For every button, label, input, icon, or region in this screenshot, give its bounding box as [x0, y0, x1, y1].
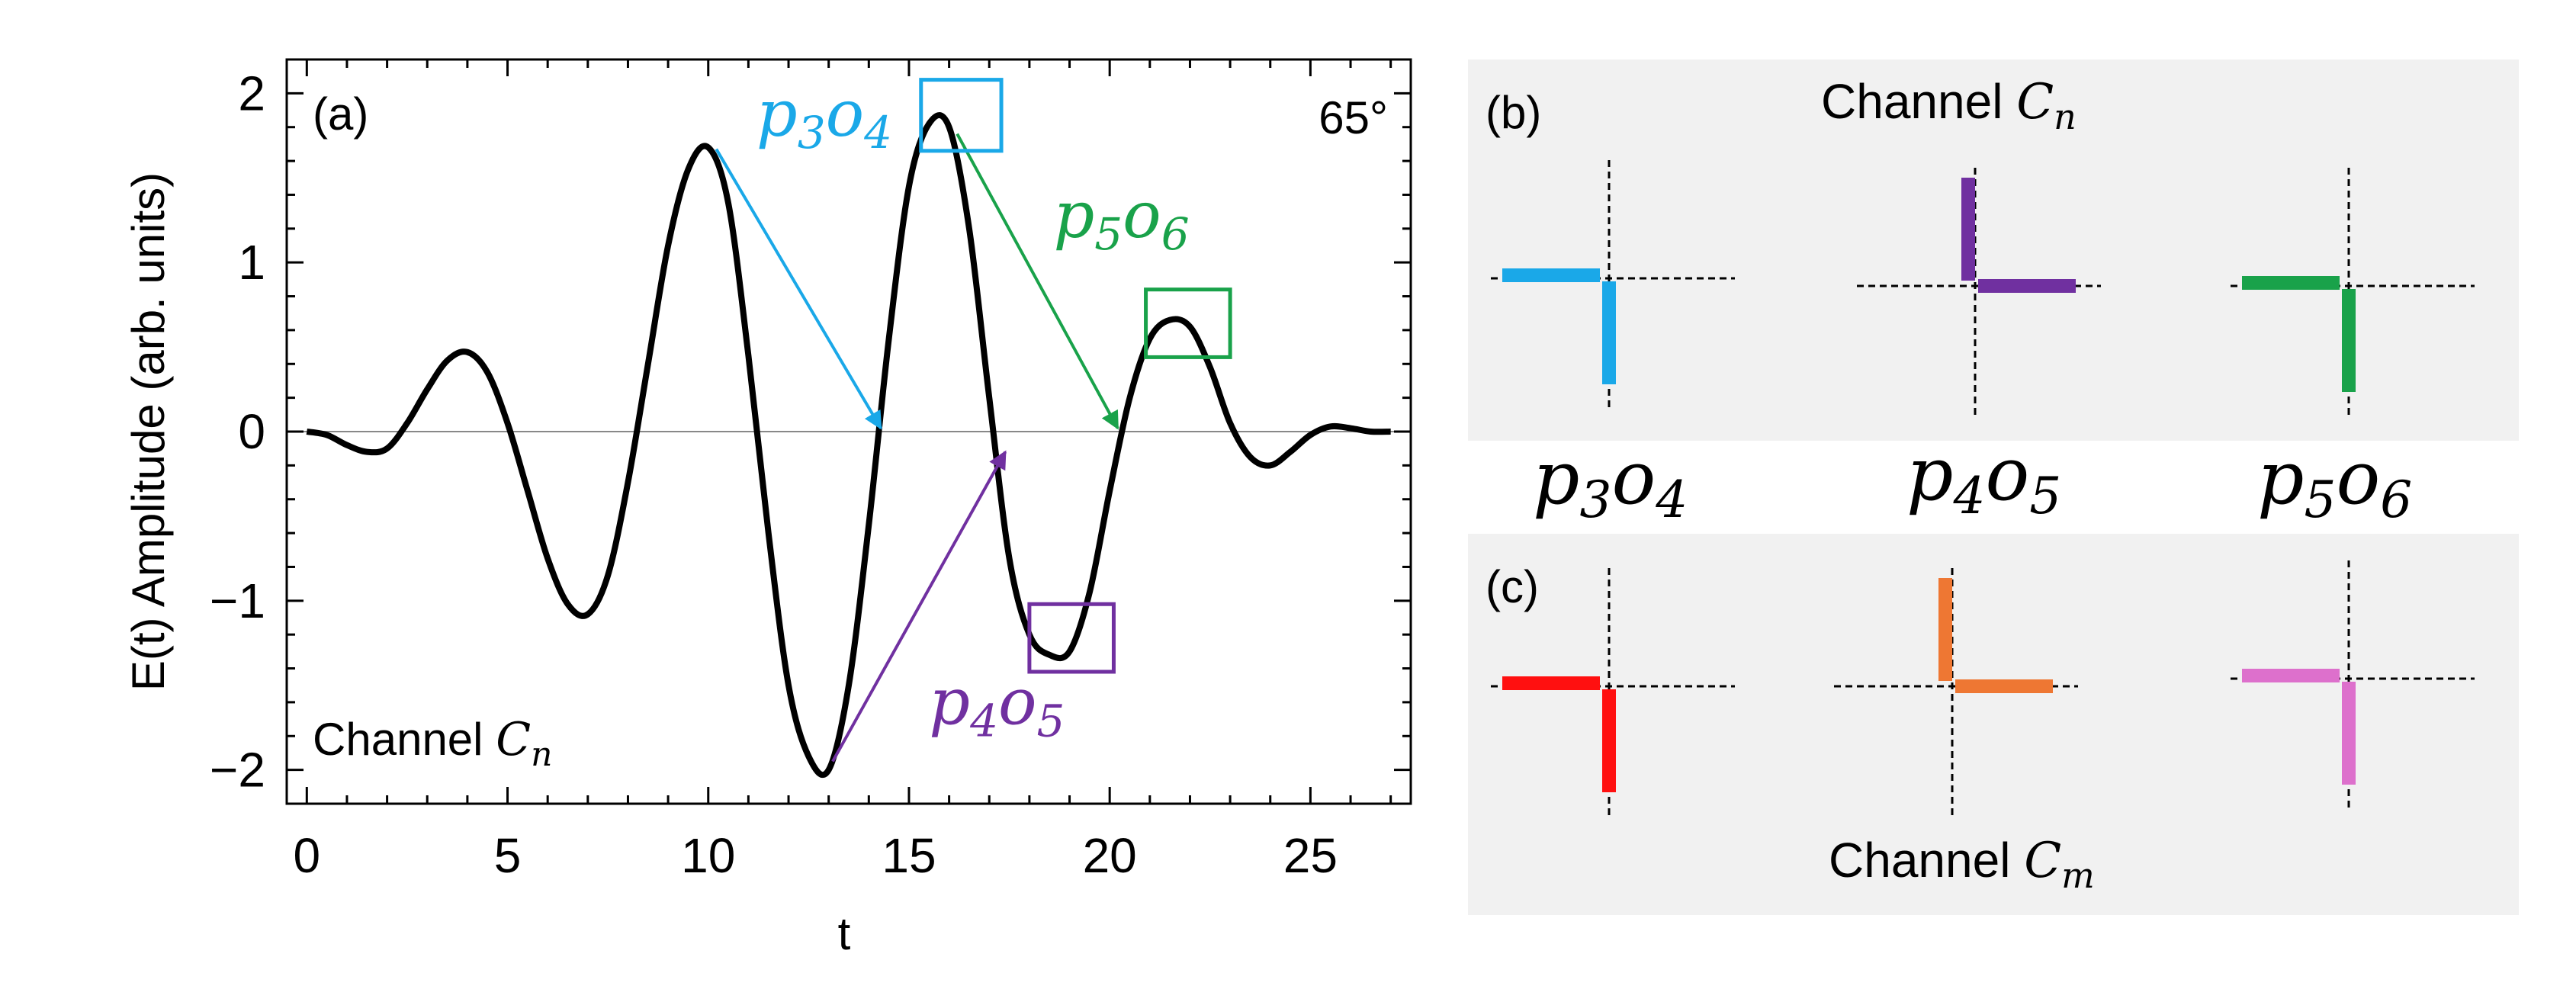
glyph-p4o5: [1857, 168, 2101, 416]
box-p5o6: [1144, 287, 1232, 359]
peak-boxes: [919, 78, 1232, 674]
y-tick-label: 0: [238, 404, 265, 459]
channel-cn-label-b: Channel Cn: [1821, 74, 2077, 137]
signal-line: [306, 112, 1391, 778]
glyph-orange: [1834, 568, 2078, 816]
x-tick-label: 0: [294, 828, 321, 883]
glyph-bar-vertical: [2342, 289, 2356, 392]
panel-a-label: (a): [313, 88, 368, 140]
x-tick-label: 5: [494, 828, 522, 883]
panel-b: (b) Channel Cn: [1468, 59, 2519, 441]
glyph-bar-vertical: [1602, 281, 1616, 384]
pair-label-b-p5o6: p5o6: [2257, 435, 2412, 529]
glyph-p3o4: [1491, 160, 1735, 408]
glyph-bar-vertical: [1602, 689, 1616, 792]
glyph-bar-horizontal: [1978, 279, 2076, 293]
y-axis-label: E(t) Amplitude (arb. units): [123, 172, 174, 691]
glyph-bar-vertical: [1938, 578, 1952, 681]
pair-label-p5o6: p5o6: [1053, 178, 1189, 260]
panel-b-glyphs: [1491, 160, 2475, 416]
arrow-p5o6: [956, 133, 1119, 430]
glyph-bar-horizontal: [1502, 268, 1600, 282]
angle-label: 65°: [1319, 92, 1388, 143]
arrow-p4o5: [831, 450, 1007, 763]
arrows: [715, 133, 1119, 763]
glyph-bar-vertical: [2342, 682, 2356, 785]
panel-b-label: (b): [1486, 87, 1541, 138]
x-tick-label: 20: [1083, 828, 1137, 883]
panel-c: (c) Channel Cm: [1468, 534, 2519, 915]
glyph-bar-vertical: [1961, 178, 1975, 281]
x-tick-label: 15: [882, 828, 936, 883]
pair-label-b-p4o5: p4o5: [1906, 432, 2061, 525]
glyph-red: [1491, 568, 1735, 816]
glyph-bar-horizontal: [2242, 669, 2340, 682]
x-tick-label: 25: [1283, 828, 1338, 883]
box-p3o4: [919, 78, 1004, 153]
pair-labels-row: p3o4 p4o5 p5o6: [1533, 432, 2412, 529]
panel-c-label: (c): [1486, 561, 1539, 612]
arrow-p3o4: [715, 148, 882, 430]
pair-label-p3o4: p3o4: [756, 76, 892, 159]
x-axis-label: t: [838, 908, 851, 959]
y-tick-label: 1: [238, 235, 265, 290]
glyph-bar-horizontal: [2242, 276, 2340, 290]
glyph-bar-horizontal: [1502, 676, 1600, 690]
glyph-pink: [2231, 560, 2475, 808]
panel-a: 0 5 10 15 20 25 −2 −1 0 1 2 t E(t) Amplitude (arb…: [123, 58, 1412, 959]
x-ticks: 0 5 10 15 20 25: [294, 59, 1392, 883]
y-tick-label: 2: [238, 66, 265, 120]
pair-label-b-p3o4: p3o4: [1533, 435, 1688, 529]
pair-label-p4o5: p4o5: [929, 665, 1065, 747]
glyph-p5o6: [2231, 168, 2475, 416]
y-tick-label: −1: [210, 573, 265, 628]
channel-cm-label-c: Channel Cm: [1829, 833, 2095, 896]
y-ticks: −2 −1 0 1 2: [210, 58, 1411, 805]
panel-c-glyphs: [1491, 560, 2475, 816]
box-p4o5: [1027, 602, 1116, 674]
y-tick-label: −2: [210, 743, 265, 798]
channel-cn-label-a: Channel Cn: [313, 713, 552, 774]
glyph-bar-horizontal: [1955, 679, 2053, 693]
x-tick-label: 10: [681, 828, 735, 883]
